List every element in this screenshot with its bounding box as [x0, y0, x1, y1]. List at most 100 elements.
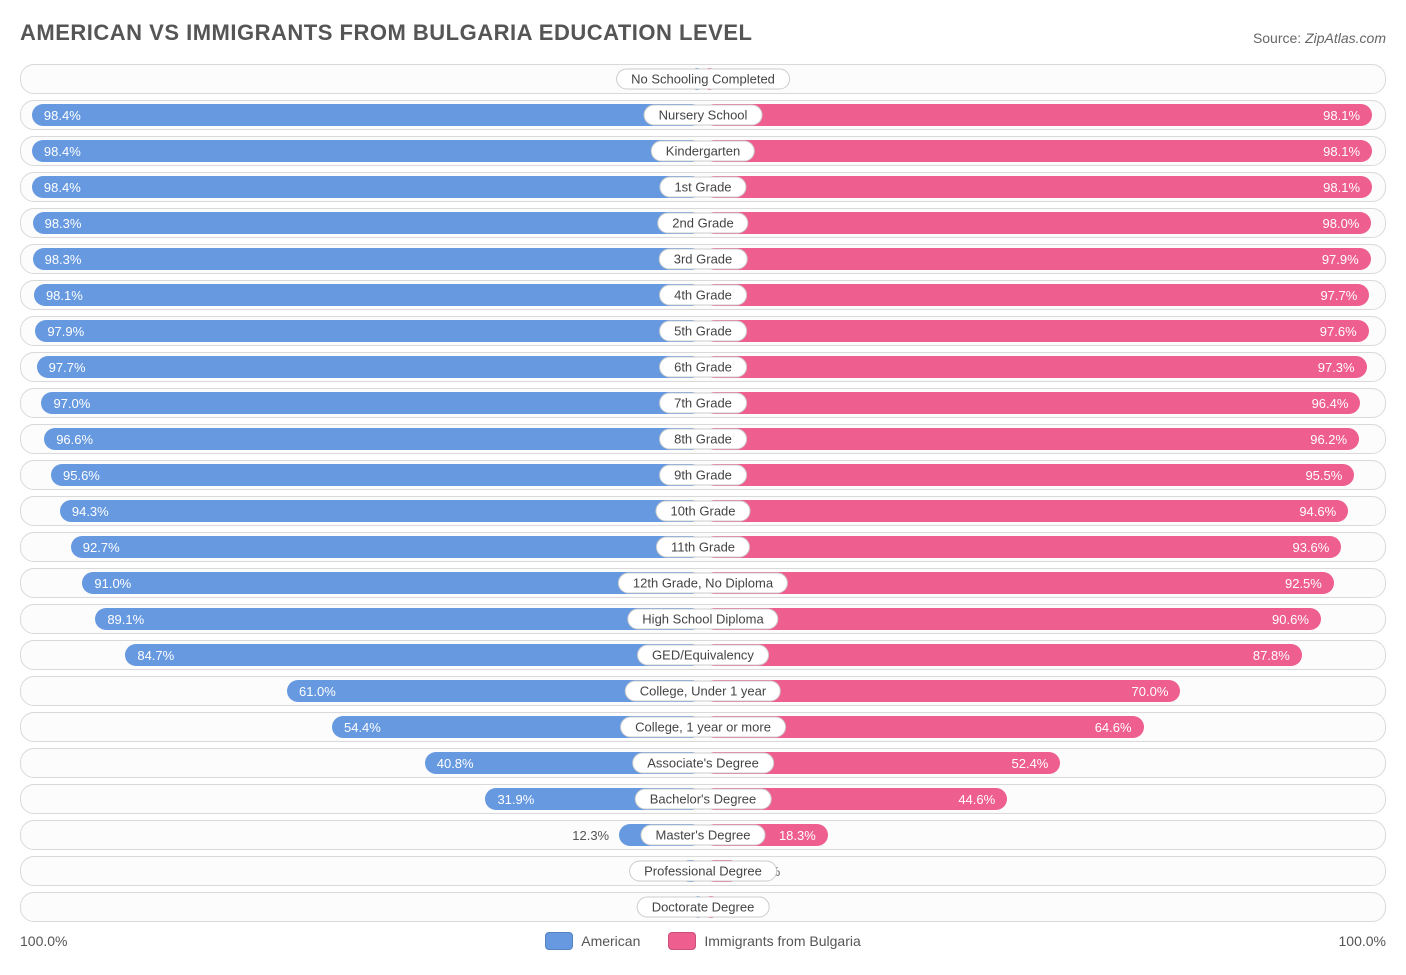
- chart-row: 12.3%18.3%Master's Degree: [20, 820, 1386, 850]
- category-label: GED/Equivalency: [637, 645, 769, 666]
- category-label: 2nd Grade: [657, 213, 748, 234]
- bar-left: [32, 176, 703, 198]
- bar-left: [34, 284, 703, 306]
- pct-right: 97.9%: [1322, 245, 1371, 273]
- chart-track: 97.7%97.3%6th Grade: [20, 352, 1386, 382]
- pct-right: 97.6%: [1320, 317, 1369, 345]
- bar-right: [703, 608, 1321, 630]
- chart-row: 1.7%1.9%No Schooling Completed: [20, 64, 1386, 94]
- category-label: 5th Grade: [659, 321, 747, 342]
- category-label: 9th Grade: [659, 465, 747, 486]
- legend-swatch-left: [545, 932, 573, 950]
- bar-right: [703, 140, 1372, 162]
- bar-right: [703, 104, 1372, 126]
- category-label: Associate's Degree: [632, 753, 774, 774]
- pct-right: 44.6%: [958, 785, 1007, 813]
- chart-title: AMERICAN VS IMMIGRANTS FROM BULGARIA EDU…: [20, 20, 752, 46]
- chart-source: Source: ZipAtlas.com: [1253, 30, 1386, 46]
- category-label: Bachelor's Degree: [635, 789, 772, 810]
- bar-left: [44, 428, 703, 450]
- pct-left: 98.3%: [33, 209, 82, 237]
- chart-track: 84.7%87.8%GED/Equivalency: [20, 640, 1386, 670]
- legend-item-right: Immigrants from Bulgaria: [668, 932, 860, 950]
- chart-track: 97.0%96.4%7th Grade: [20, 388, 1386, 418]
- pct-left: 97.9%: [35, 317, 84, 345]
- chart-row: 61.0%70.0%College, Under 1 year: [20, 676, 1386, 706]
- chart-track: 61.0%70.0%College, Under 1 year: [20, 676, 1386, 706]
- bar-left: [51, 464, 703, 486]
- pct-right: 64.6%: [1095, 713, 1144, 741]
- category-label: 12th Grade, No Diploma: [618, 573, 788, 594]
- chart-row: 98.3% 98.0% 2nd Grade: [20, 208, 1386, 238]
- pct-right: 18.3%: [779, 821, 828, 849]
- bar-left: [37, 356, 703, 378]
- chart-track: 89.1% 90.6% High School Diploma: [20, 604, 1386, 634]
- category-label: Professional Degree: [629, 861, 777, 882]
- chart-row: 97.0%96.4%7th Grade: [20, 388, 1386, 418]
- chart-track: 98.4%98.1%Kindergarten: [20, 136, 1386, 166]
- pct-right: 90.6%: [1272, 605, 1321, 633]
- pct-left: 98.3%: [33, 245, 82, 273]
- category-label: No Schooling Completed: [616, 69, 790, 90]
- bar-left: [71, 536, 703, 558]
- pct-right: 70.0%: [1132, 677, 1181, 705]
- category-label: College, Under 1 year: [625, 681, 781, 702]
- pct-left: 95.6%: [51, 461, 100, 489]
- chart-row: 1.5%2.3%Doctorate Degree: [20, 892, 1386, 922]
- chart-row: 95.6%95.5%9th Grade: [20, 460, 1386, 490]
- chart-track: 95.6%95.5%9th Grade: [20, 460, 1386, 490]
- axis-right-max: 100.0%: [1339, 933, 1386, 949]
- category-label: 10th Grade: [655, 501, 750, 522]
- chart-track: 98.1% 97.7% 4th Grade: [20, 280, 1386, 310]
- pct-left: 31.9%: [485, 785, 534, 813]
- category-label: 6th Grade: [659, 357, 747, 378]
- category-label: Kindergarten: [651, 141, 755, 162]
- bar-right: [703, 356, 1367, 378]
- legend-item-left: American: [545, 932, 640, 950]
- chart-track: 94.3% 94.6% 10th Grade: [20, 496, 1386, 526]
- pct-left: 97.7%: [37, 353, 86, 381]
- bar-right: [703, 284, 1369, 306]
- pct-right: 94.6%: [1299, 497, 1348, 525]
- chart-row: 98.4%98.1%Kindergarten: [20, 136, 1386, 166]
- chart-row: 40.8%52.4%Associate's Degree: [20, 748, 1386, 778]
- pct-right: 97.7%: [1320, 281, 1369, 309]
- bar-left: [60, 500, 703, 522]
- pct-right: 93.6%: [1292, 533, 1341, 561]
- chart-track: 1.5%2.3%Doctorate Degree: [20, 892, 1386, 922]
- category-label: 7th Grade: [659, 393, 747, 414]
- pct-left: 40.8%: [425, 749, 474, 777]
- category-label: 3rd Grade: [659, 249, 748, 270]
- chart-track: 96.6%96.2%8th Grade: [20, 424, 1386, 454]
- chart-row: 97.9% 97.6% 5th Grade: [20, 316, 1386, 346]
- pct-left: 98.1%: [34, 281, 83, 309]
- bar-right: [703, 644, 1302, 666]
- category-label: College, 1 year or more: [620, 717, 786, 738]
- bar-left: [41, 392, 703, 414]
- legend-label-left: American: [581, 933, 640, 949]
- pct-right: 96.4%: [1312, 389, 1361, 417]
- bar-left: [32, 140, 703, 162]
- category-label: High School Diploma: [627, 609, 778, 630]
- pct-right: 98.0%: [1323, 209, 1372, 237]
- chart-row: 92.7%93.6%11th Grade: [20, 532, 1386, 562]
- chart-track: 31.9% 44.6% Bachelor's Degree: [20, 784, 1386, 814]
- legend-swatch-right: [668, 932, 696, 950]
- category-label: Nursery School: [644, 105, 763, 126]
- chart-track: 92.7%93.6%11th Grade: [20, 532, 1386, 562]
- chart-track: 97.9% 97.6% 5th Grade: [20, 316, 1386, 346]
- pct-left: 12.3%: [572, 821, 619, 849]
- chart-row: 84.7%87.8%GED/Equivalency: [20, 640, 1386, 670]
- bar-right: [703, 320, 1369, 342]
- chart-track: 40.8%52.4%Associate's Degree: [20, 748, 1386, 778]
- pct-left: 94.3%: [60, 497, 109, 525]
- source-name: ZipAtlas.com: [1305, 30, 1386, 46]
- chart-row: 96.6%96.2%8th Grade: [20, 424, 1386, 454]
- bar-left: [95, 608, 703, 630]
- pct-left: 89.1%: [95, 605, 144, 633]
- category-label: 4th Grade: [659, 285, 747, 306]
- chart-track: 54.4%64.6%College, 1 year or more: [20, 712, 1386, 742]
- chart-header: AMERICAN VS IMMIGRANTS FROM BULGARIA EDU…: [20, 20, 1386, 46]
- chart-track: 98.3% 97.9% 3rd Grade: [20, 244, 1386, 274]
- chart-track: 3.6%5.5%Professional Degree: [20, 856, 1386, 886]
